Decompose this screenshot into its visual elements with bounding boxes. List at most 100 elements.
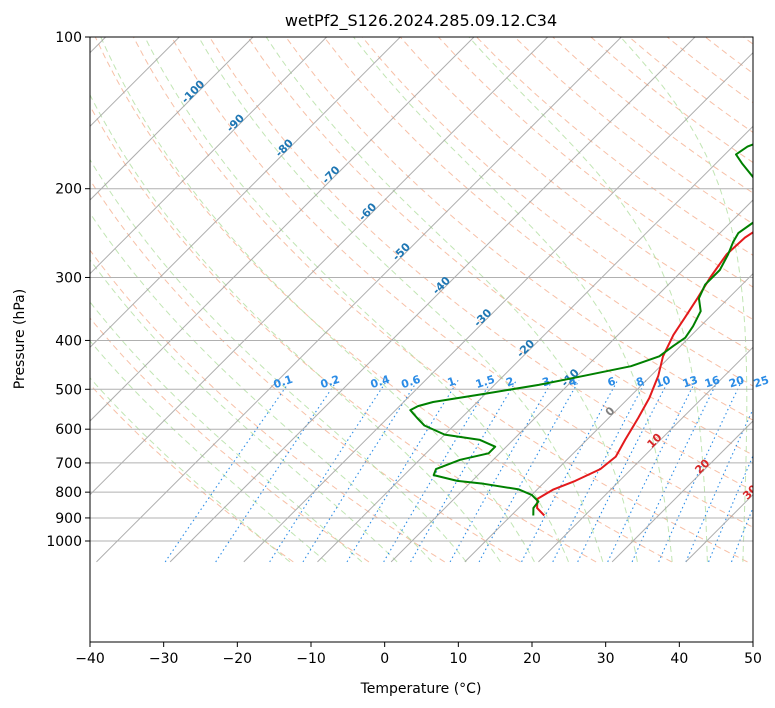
y-tick-label: 400 [55, 333, 82, 349]
y-tick-label: 1000 [46, 534, 82, 550]
mixing-ratio-label: 1 [446, 375, 457, 390]
dry-adiabat-line [399, 37, 753, 321]
mixing-ratio-line [658, 380, 743, 563]
y-axis-title: Pressure (hPa) [12, 289, 28, 389]
mixing-ratio-label: 6 [606, 375, 618, 390]
mixing-ratio-labels: 0.1 0.2 0.4 0.6 1 1.5 2 3 4 6 8 10 13 16 20 25 [272, 373, 771, 391]
mixing-ratio-label: 1.5 [474, 373, 497, 391]
dry-adiabat-line [132, 37, 748, 563]
dry-adiabat-line [90, 104, 597, 563]
dry-adiabat-line [438, 37, 753, 288]
isotherm-line [243, 51, 753, 563]
isotherm-line [317, 125, 753, 563]
x-tick-label: 50 [744, 651, 762, 667]
isotherm-label: -50 [390, 240, 413, 263]
isotherm-label: -30 [471, 306, 494, 329]
dry-adiabat-line [704, 37, 753, 74]
x-tick-label: −30 [149, 651, 179, 667]
temperature-line [536, 231, 753, 517]
moist-adiabat-line [144, 37, 569, 563]
y-tick-label: 300 [55, 270, 82, 286]
isotherm-line [90, 37, 328, 275]
moist-adiabat-line [468, 37, 708, 562]
mixing-ratio-line [552, 380, 647, 563]
moist-adiabat-line [353, 37, 673, 562]
x-tick-label: 0 [380, 651, 389, 667]
mixing-ratio-line [730, 506, 753, 563]
x-tick-label: −40 [75, 651, 105, 667]
mixing-ratio-label: 16 [703, 373, 722, 390]
y-axis: 100 200 300 400 500 600 700 800 900 1000 [46, 30, 90, 550]
moist-adiabat-line [100, 37, 535, 563]
y-tick-label: 500 [55, 382, 82, 398]
isotherm-label: -100 [179, 77, 208, 106]
mixing-ratio-line [269, 379, 388, 563]
plot-frame [89, 36, 754, 643]
grid-lines [90, 37, 753, 542]
mixing-ratio-line [346, 380, 459, 563]
y-tick-label: 900 [55, 511, 82, 527]
isotherm-line [611, 420, 753, 563]
moist-adiabat-line [90, 301, 363, 563]
isotherm-line [90, 37, 549, 496]
mixing-ratio-label: 25 [752, 373, 771, 390]
x-tick-label: −10 [296, 651, 326, 667]
x-axis-title: Temperature (°C) [360, 681, 482, 697]
mixing-ratio-label: 0.4 [369, 373, 392, 391]
moist-adiabat-line [90, 377, 291, 563]
dry-adiabat-line [209, 37, 753, 492]
isotherm-label: 20 [692, 456, 712, 476]
dry-adiabat-line [171, 37, 753, 528]
y-tick-label: 200 [55, 182, 82, 198]
isotherm-line [759, 26, 775, 562]
dry-adiabat-line [361, 37, 753, 354]
isotherm-line [464, 272, 753, 563]
moist-adiabat-line [90, 212, 433, 563]
dry-adiabat-line [90, 317, 370, 563]
mixing-ratio-label: 13 [681, 373, 700, 390]
mixing-ratio-line [577, 380, 670, 563]
y-tick-label: 700 [55, 456, 82, 472]
moist-adiabat-line [90, 259, 398, 563]
x-tick-label: −20 [223, 651, 253, 667]
dry-adiabat-line [94, 37, 673, 563]
isotherm-line [538, 346, 753, 563]
dry-adiabat-line [90, 179, 521, 563]
isotherm-line [90, 37, 475, 422]
data-series [409, 143, 753, 517]
dry-adiabat-line [666, 37, 753, 104]
isotherm-label: -90 [224, 111, 247, 134]
moist-adiabat-line [90, 340, 327, 563]
dry-adiabat-line [552, 37, 753, 194]
mixing-ratio-label: 0.2 [319, 373, 342, 391]
mixing-ratio-line [478, 380, 580, 563]
x-axis: −40 −30 −20 −10 0 10 20 30 40 50 [75, 642, 762, 667]
dry-adiabat-line [590, 37, 753, 164]
mixing-ratio-label: 20 [727, 373, 746, 390]
mixing-ratio-line [708, 454, 753, 563]
x-tick-label: 40 [670, 651, 688, 667]
x-tick-label: 10 [449, 651, 467, 667]
dry-adiabat-line [743, 37, 753, 45]
isotherm-line [90, 37, 402, 349]
mixing-ratio-line [607, 380, 697, 563]
mixing-ratio-label: 8 [635, 375, 646, 390]
x-tick-label: 30 [597, 651, 615, 667]
chart-title: wetPf2_S126.2024.285.09.12.C34 [285, 11, 557, 31]
moist-adiabat-line [198, 37, 604, 563]
mixing-ratio-label: 4 [567, 375, 579, 390]
isotherm-line [90, 37, 181, 128]
mixing-ratio-line [631, 380, 719, 563]
mixing-ratio-line [449, 380, 553, 563]
mixing-ratio-line [521, 380, 619, 563]
isotherm-line [90, 37, 254, 201]
mixing-ratio-label: 3 [541, 375, 552, 390]
mixing-ratio-line [215, 379, 338, 563]
mixing-ratio-line [302, 380, 419, 563]
background-lines [90, 26, 775, 563]
mixing-ratio-label: 2 [504, 375, 515, 390]
dry-adiabat-line [90, 383, 294, 563]
dry-adiabat-line [476, 37, 753, 256]
